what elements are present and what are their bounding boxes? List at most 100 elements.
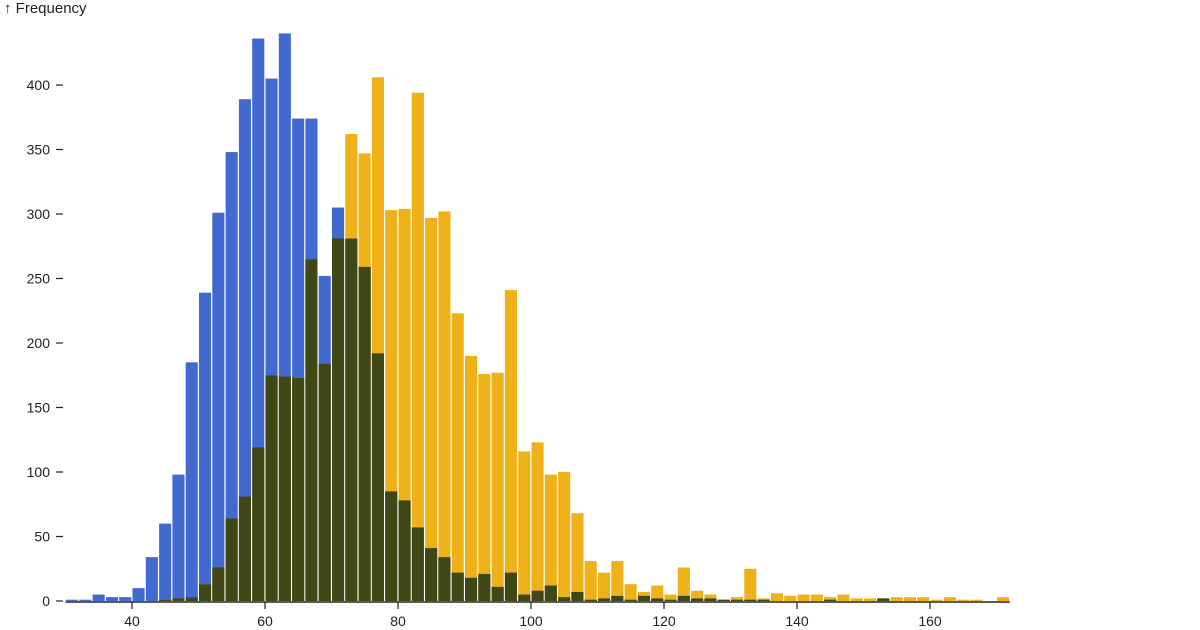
bar-overlap [704, 598, 717, 601]
bar-a [185, 362, 198, 601]
bar-b [438, 211, 451, 602]
bar-a [172, 474, 185, 601]
x-axis: 40 60 80 100 120 140 160 [65, 601, 1010, 629]
bar-overlap [611, 595, 624, 601]
y-tick-label: 50 [34, 529, 50, 545]
bar-overlap [584, 599, 597, 601]
y-tick-label: 100 [27, 464, 51, 480]
bar-overlap [651, 598, 664, 601]
bar-b [677, 567, 690, 601]
bar-b [518, 451, 531, 601]
bar-b [465, 355, 478, 601]
bar-b [491, 372, 504, 601]
bar-overlap [292, 377, 305, 601]
bar-b [571, 513, 584, 601]
bar-b [651, 585, 664, 601]
bar-b [850, 598, 863, 601]
bar-b [478, 373, 491, 601]
bar-overlap [731, 599, 744, 601]
bar-overlap [199, 584, 212, 601]
bar-overlap [465, 577, 478, 601]
bar-b [425, 217, 438, 601]
bar-a [119, 597, 132, 601]
bar-overlap [531, 590, 544, 601]
bar-overlap [225, 518, 238, 601]
bar-b [957, 599, 970, 601]
bar-overlap [598, 598, 611, 601]
bar-b [864, 598, 877, 601]
bar-b [411, 92, 424, 602]
bar-a [212, 212, 225, 601]
bar-b [544, 474, 557, 601]
y-tick-label: 350 [27, 142, 51, 158]
y-axis-title: ↑ Frequency [4, 0, 87, 17]
bar-overlap [212, 567, 225, 601]
bar-b [943, 597, 956, 601]
y-tick-label: 150 [27, 400, 51, 416]
bar-a [79, 599, 92, 601]
x-tick-label: 80 [390, 613, 406, 629]
bar-b [784, 595, 797, 601]
bar-overlap [451, 572, 464, 601]
bar-b [531, 442, 544, 601]
bar-overlap [558, 597, 571, 601]
bar-overlap [385, 491, 398, 601]
x-tick-label: 60 [257, 613, 273, 629]
bar-overlap [691, 598, 704, 601]
bar-overlap [265, 375, 278, 601]
bar-b [598, 572, 611, 601]
bar-a [225, 152, 238, 601]
bar-overlap [358, 266, 371, 601]
series-a-bars [66, 33, 890, 602]
overlap-bars [159, 238, 890, 601]
bar-b [757, 598, 770, 601]
x-tick-label: 40 [124, 613, 140, 629]
bar-b [770, 593, 783, 601]
bar-b [504, 290, 517, 601]
x-tick-label: 120 [652, 613, 676, 629]
bar-overlap [398, 500, 411, 601]
bar-overlap [332, 238, 345, 601]
bar-b [691, 590, 704, 601]
y-axis: 0 50 100 150 200 250 300 350 400 [27, 77, 63, 609]
bar-b [810, 594, 823, 601]
bar-overlap [438, 557, 451, 601]
bar-overlap [238, 496, 251, 601]
bar-overlap [371, 353, 384, 601]
bar-overlap [544, 585, 557, 601]
bar-overlap [504, 572, 517, 601]
bar-overlap [345, 238, 358, 601]
bar-overlap [571, 591, 584, 601]
bar-overlap [757, 599, 770, 601]
bar-overlap [185, 597, 198, 601]
bar-b [824, 597, 837, 601]
bar-b [558, 472, 571, 601]
bar-a [145, 557, 158, 601]
bar-b [584, 561, 597, 601]
bar-b [744, 568, 757, 601]
bar-overlap [425, 548, 438, 601]
bar-overlap [824, 599, 837, 601]
bar-b [624, 584, 637, 601]
bar-b [890, 597, 903, 601]
bar-b [970, 599, 983, 601]
bar-a [105, 597, 118, 601]
bar-overlap [637, 595, 650, 601]
bar-overlap [664, 599, 677, 601]
bar-b [451, 313, 464, 601]
bar-b [997, 597, 1010, 601]
bar-overlap [172, 598, 185, 601]
bar-a [132, 588, 145, 601]
bar-b [731, 597, 744, 601]
bar-a [159, 523, 172, 601]
bar-b [837, 594, 850, 601]
x-tick-label: 160 [918, 613, 942, 629]
bar-overlap [518, 594, 531, 601]
bar-a [66, 599, 79, 601]
bar-b [930, 599, 943, 601]
y-tick-label: 0 [42, 593, 50, 609]
bar-overlap [411, 527, 424, 601]
y-tick-label: 300 [27, 206, 51, 222]
y-tick-label: 400 [27, 77, 51, 93]
